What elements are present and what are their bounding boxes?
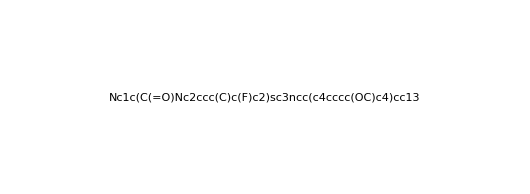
Text: Nc1c(C(=O)Nc2ccc(C)c(F)c2)sc3ncc(c4cccc(OC)c4)cc13: Nc1c(C(=O)Nc2ccc(C)c(F)c2)sc3ncc(c4cccc(… bbox=[109, 92, 421, 102]
